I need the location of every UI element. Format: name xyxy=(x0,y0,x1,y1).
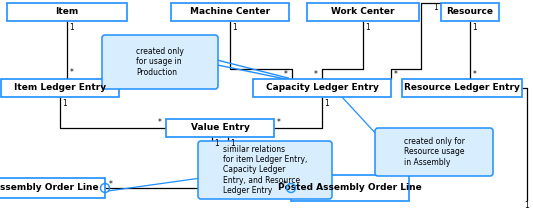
Text: 1: 1 xyxy=(70,23,75,32)
FancyBboxPatch shape xyxy=(375,128,493,176)
Text: 1: 1 xyxy=(325,99,329,108)
FancyBboxPatch shape xyxy=(1,79,119,97)
Text: *: * xyxy=(109,180,113,189)
FancyBboxPatch shape xyxy=(7,3,127,21)
FancyBboxPatch shape xyxy=(291,175,409,201)
Text: 1: 1 xyxy=(231,138,236,148)
FancyBboxPatch shape xyxy=(166,119,274,137)
Text: Assembly Order Line: Assembly Order Line xyxy=(0,184,99,193)
Text: Value Entry: Value Entry xyxy=(191,124,249,132)
Text: Item Ledger Entry: Item Ledger Entry xyxy=(14,83,106,92)
Text: *: * xyxy=(314,69,318,78)
Text: Capacity Ledger Entry: Capacity Ledger Entry xyxy=(265,83,378,92)
Text: Resource Ledger Entry: Resource Ledger Entry xyxy=(404,83,520,92)
Text: created only
for usage in
Production: created only for usage in Production xyxy=(136,47,184,77)
Text: *: * xyxy=(473,69,477,78)
Text: 1: 1 xyxy=(232,23,237,32)
Text: Machine Center: Machine Center xyxy=(190,7,270,16)
FancyBboxPatch shape xyxy=(0,178,105,198)
Text: *: * xyxy=(283,180,287,189)
FancyBboxPatch shape xyxy=(102,35,218,89)
Text: Item: Item xyxy=(55,7,79,16)
Text: 1: 1 xyxy=(473,23,478,32)
Text: created only for
Resource usage
in Assembly: created only for Resource usage in Assem… xyxy=(403,137,464,167)
Text: Resource: Resource xyxy=(447,7,494,16)
Text: Work Center: Work Center xyxy=(331,7,395,16)
Text: *: * xyxy=(394,69,398,78)
Text: 1: 1 xyxy=(215,138,220,148)
FancyBboxPatch shape xyxy=(441,3,499,21)
FancyBboxPatch shape xyxy=(402,79,522,97)
Text: 1: 1 xyxy=(434,4,438,12)
FancyBboxPatch shape xyxy=(171,3,289,21)
Text: *: * xyxy=(277,118,281,127)
Text: *: * xyxy=(284,69,288,78)
Text: *: * xyxy=(158,118,162,127)
Text: *: * xyxy=(70,69,74,78)
FancyBboxPatch shape xyxy=(253,79,391,97)
FancyBboxPatch shape xyxy=(307,3,419,21)
Text: 1: 1 xyxy=(62,99,67,108)
Text: similar relations
for item Ledger Entry,
Capacity Ledger
Entry, and Resource
Led: similar relations for item Ledger Entry,… xyxy=(223,145,307,195)
Text: 1: 1 xyxy=(524,201,529,210)
Text: Posted Assembly Order Line: Posted Assembly Order Line xyxy=(278,184,422,193)
FancyBboxPatch shape xyxy=(198,141,332,199)
Text: 1: 1 xyxy=(366,23,370,32)
